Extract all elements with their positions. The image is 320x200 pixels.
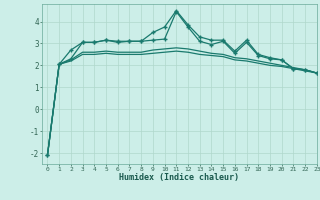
X-axis label: Humidex (Indice chaleur): Humidex (Indice chaleur) xyxy=(119,173,239,182)
